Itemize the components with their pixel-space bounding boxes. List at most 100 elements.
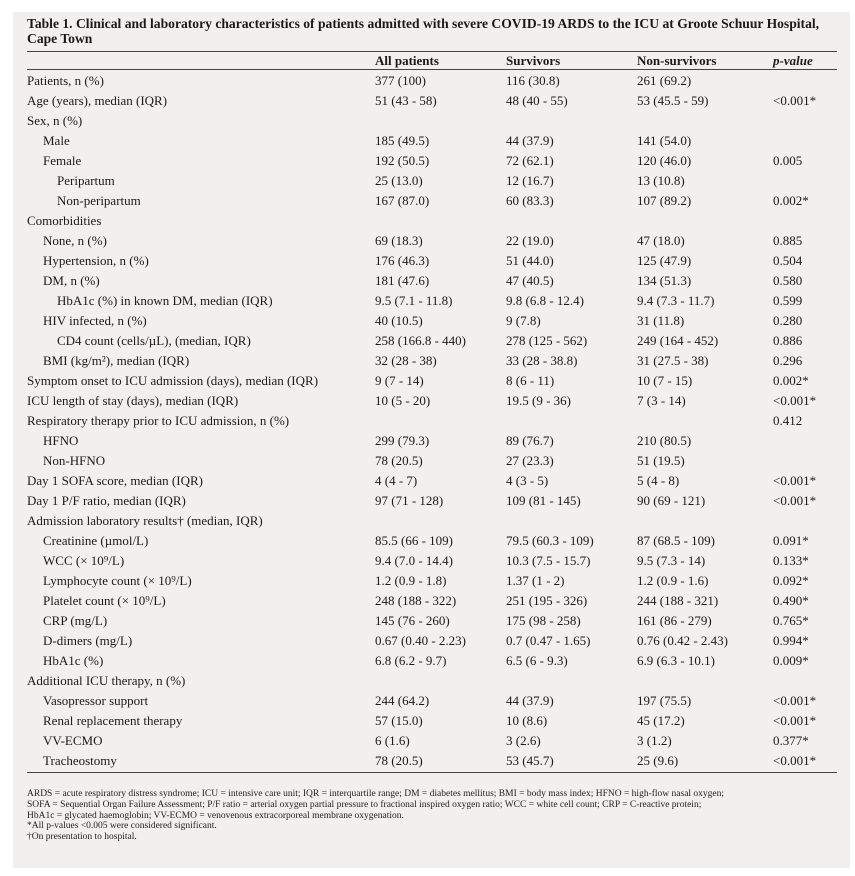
table-row: Vasopressor support 244 (64.2) 44 (37.9) 19…	[13, 693, 850, 713]
cell-p-value: <0.001*	[773, 713, 817, 728]
header-top-rule	[27, 51, 837, 52]
cell-non-survivors: 53 (45.5 - 59)	[637, 93, 709, 108]
col-header-non-survivors: Non-survivors	[637, 53, 717, 68]
cell-survivors: 44 (37.9)	[506, 133, 554, 148]
cell-survivors: 53 (45.7)	[506, 753, 554, 768]
cell-p-value: 0.005	[773, 153, 803, 168]
row-label: Non-peripartum	[57, 193, 141, 208]
table-row: Tracheostomy 78 (20.5) 53 (45.7) 25 (9.6) <0…	[13, 753, 850, 773]
row-label: HIV infected, n (%)	[43, 313, 147, 328]
table-page: Table 1. Clinical and laboratory charact…	[13, 12, 850, 868]
cell-non-survivors: 3 (1.2)	[637, 733, 672, 748]
table-row: HbA1c (%) in known DM, median (IQR) 9.5 (…	[13, 293, 850, 313]
row-label: VV-ECMO	[43, 733, 103, 748]
cell-all-patients: 248 (188 - 322)	[375, 593, 457, 608]
table-row: HFNO 299 (79.3) 89 (76.7) 210 (80.5)	[13, 433, 850, 453]
cell-non-survivors: 197 (75.5)	[637, 693, 692, 708]
table-row: Renal replacement therapy 57 (15.0) 10 (8.…	[13, 713, 850, 733]
col-header-survivors: Survivors	[506, 53, 561, 68]
footnote-abbrev-3: HbA1c = glycated haemoglobin; VV-ECMO = …	[27, 810, 404, 821]
cell-p-value: 0.490*	[773, 593, 809, 608]
cell-all-patients: 57 (15.0)	[375, 713, 423, 728]
cell-non-survivors: 1.2 (0.9 - 1.6)	[637, 573, 709, 588]
cell-non-survivors: 261 (69.2)	[637, 73, 692, 88]
row-label: ICU length of stay (days), median (IQR)	[27, 393, 239, 408]
col-header-all-patients: All patients	[375, 53, 439, 68]
table-row: Admission laboratory results† (median, I…	[13, 513, 850, 533]
cell-non-survivors: 7 (3 - 14)	[637, 393, 686, 408]
table-row: CD4 count (cells/µL), (median, IQR) 258 (…	[13, 333, 850, 353]
cell-survivors: 47 (40.5)	[506, 273, 554, 288]
footnote-significance: *All p-values <0.005 were considered sig…	[27, 821, 217, 832]
cell-all-patients: 4 (4 - 7)	[375, 473, 418, 488]
table-row: Non-peripartum 167 (87.0) 60 (83.3) 107 (89…	[13, 193, 850, 213]
cell-survivors: 19.5 (9 - 36)	[506, 393, 571, 408]
cell-non-survivors: 5 (4 - 8)	[637, 473, 680, 488]
row-label: Day 1 P/F ratio, median (IQR)	[27, 493, 186, 508]
cell-all-patients: 51 (43 - 58)	[375, 93, 437, 108]
cell-survivors: 4 (3 - 5)	[506, 473, 549, 488]
cell-all-patients: 192 (50.5)	[375, 153, 430, 168]
cell-non-survivors: 87 (68.5 - 109)	[637, 533, 715, 548]
table-row: Male 185 (49.5) 44 (37.9) 141 (54.0)	[13, 133, 850, 153]
cell-p-value: 0.091*	[773, 533, 809, 548]
cell-survivors: 6.5 (6 - 9.3)	[506, 653, 568, 668]
cell-non-survivors: 210 (80.5)	[637, 433, 692, 448]
cell-non-survivors: 9.4 (7.3 - 11.7)	[637, 293, 715, 308]
cell-p-value: 0.994*	[773, 633, 809, 648]
cell-p-value: 0.886	[773, 333, 803, 348]
row-label: D-dimers (mg/L)	[43, 633, 133, 648]
cell-p-value: 0.133*	[773, 553, 809, 568]
cell-all-patients: 69 (18.3)	[375, 233, 423, 248]
cell-all-patients: 10 (5 - 20)	[375, 393, 431, 408]
row-label: Hypertension, n (%)	[43, 253, 149, 268]
table-row: Symptom onset to ICU admission (days), m…	[13, 373, 850, 393]
table-row: Comorbidities	[13, 213, 850, 233]
cell-non-survivors: 9.5 (7.3 - 14)	[637, 553, 706, 568]
row-label: BMI (kg/m²), median (IQR)	[43, 353, 190, 368]
row-label: Renal replacement therapy	[43, 713, 183, 728]
cell-non-survivors: 10 (7 - 15)	[637, 373, 693, 388]
col-header-p-value: p-value	[773, 53, 813, 68]
cell-all-patients: 258 (166.8 - 440)	[375, 333, 466, 348]
cell-survivors: 44 (37.9)	[506, 693, 554, 708]
table-row: HIV infected, n (%) 40 (10.5) 9 (7.8) 31 (1…	[13, 313, 850, 333]
cell-p-value: 0.002*	[773, 373, 809, 388]
table-row: Age (years), median (IQR) 51 (43 - 58) 48 …	[13, 93, 850, 113]
cell-survivors: 10 (8.6)	[506, 713, 548, 728]
row-label: Sex, n (%)	[27, 113, 83, 128]
cell-all-patients: 244 (64.2)	[375, 693, 430, 708]
cell-all-patients: 6 (1.6)	[375, 733, 410, 748]
cell-all-patients: 185 (49.5)	[375, 133, 430, 148]
table-row: ICU length of stay (days), median (IQR) 1…	[13, 393, 850, 413]
footnotes: ARDS = acute respiratory distress syndro…	[27, 789, 837, 843]
row-label: None, n (%)	[43, 233, 107, 248]
cell-non-survivors: 13 (10.8)	[637, 173, 685, 188]
cell-survivors: 10.3 (7.5 - 15.7)	[506, 553, 591, 568]
row-label: Admission laboratory results† (median, I…	[27, 513, 263, 528]
row-label: CRP (mg/L)	[43, 613, 108, 628]
cell-non-survivors: 31 (27.5 - 38)	[637, 353, 709, 368]
cell-non-survivors: 0.76 (0.42 - 2.43)	[637, 633, 728, 648]
cell-p-value: <0.001*	[773, 393, 817, 408]
cell-p-value: 0.885	[773, 233, 803, 248]
cell-p-value: <0.001*	[773, 493, 817, 508]
row-label: CD4 count (cells/µL), (median, IQR)	[57, 333, 251, 348]
cell-all-patients: 9.4 (7.0 - 14.4)	[375, 553, 453, 568]
row-label: HbA1c (%) in known DM, median (IQR)	[57, 293, 273, 308]
cell-non-survivors: 244 (188 - 321)	[637, 593, 719, 608]
table-row: D-dimers (mg/L) 0.67 (0.40 - 2.23) 0.7 (0.…	[13, 633, 850, 653]
cell-non-survivors: 161 (86 - 279)	[637, 613, 712, 628]
cell-survivors: 48 (40 - 55)	[506, 93, 568, 108]
table-row: BMI (kg/m²), median (IQR) 32 (28 - 38) 33 …	[13, 353, 850, 373]
cell-all-patients: 0.67 (0.40 - 2.23)	[375, 633, 466, 648]
table-row: Lymphocyte count (× 10⁹/L) 1.2 (0.9 - 1.8…	[13, 573, 850, 593]
table-row: Day 1 P/F ratio, median (IQR) 97 (71 - 12…	[13, 493, 850, 513]
cell-all-patients: 78 (20.5)	[375, 453, 423, 468]
table-row: WCC (× 10⁹/L) 9.4 (7.0 - 14.4) 10.3 (7.5 -…	[13, 553, 850, 573]
cell-non-survivors: 25 (9.6)	[637, 753, 679, 768]
cell-survivors: 79.5 (60.3 - 109)	[506, 533, 594, 548]
footnote-abbrev-2: SOFA = Sequential Organ Failure Assessme…	[27, 799, 702, 810]
row-label: HbA1c (%)	[43, 653, 104, 668]
row-label: Vasopressor support	[43, 693, 149, 708]
